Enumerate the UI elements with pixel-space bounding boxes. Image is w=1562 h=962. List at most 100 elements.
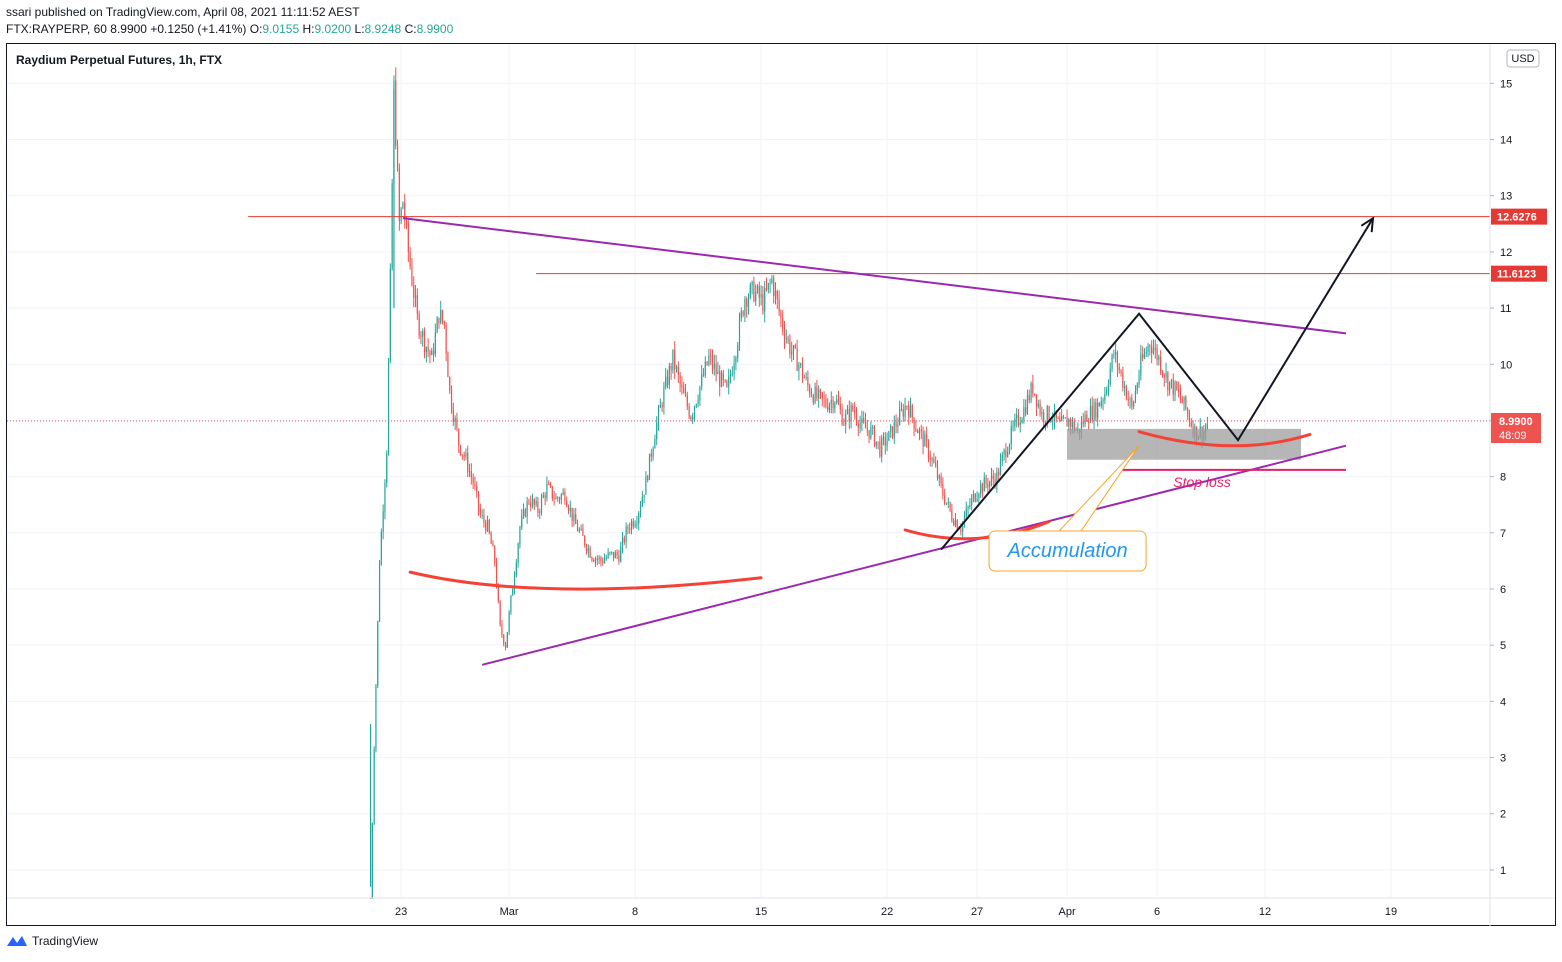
candle-body xyxy=(1073,421,1075,431)
candle-body xyxy=(445,325,447,354)
candle-body xyxy=(476,486,478,492)
candle-body xyxy=(591,557,593,561)
candle-body xyxy=(665,376,667,388)
candle-body xyxy=(859,423,861,429)
grid xyxy=(7,44,1490,898)
candle-body xyxy=(695,404,697,407)
candle-body xyxy=(1145,352,1147,354)
candle-body xyxy=(1118,366,1120,371)
time-tick-label: 19 xyxy=(1385,906,1397,918)
candle-body xyxy=(1017,414,1020,425)
candle-body xyxy=(562,492,564,495)
candle-body xyxy=(1084,414,1086,425)
currency-badge[interactable] xyxy=(1506,49,1540,68)
candle-body xyxy=(683,387,685,394)
candle-body xyxy=(1116,352,1119,367)
candle-body xyxy=(902,409,904,417)
candle-body xyxy=(1185,396,1187,409)
candle-body xyxy=(594,558,597,562)
candle-body xyxy=(643,494,645,498)
candle-body xyxy=(987,483,989,488)
candle-body xyxy=(395,80,397,146)
candle-body xyxy=(387,360,390,454)
last-price-label: 8.9900 xyxy=(1499,416,1533,428)
candle-body xyxy=(468,471,471,473)
chart-frame[interactable] xyxy=(6,43,1556,926)
candle-body xyxy=(870,426,872,439)
time-tick-label: 6 xyxy=(1154,906,1160,918)
candle-body xyxy=(951,510,953,521)
candle-body xyxy=(834,402,836,409)
candle-body xyxy=(875,441,877,446)
candle-body xyxy=(1016,414,1018,419)
candle-body xyxy=(810,394,813,396)
candle-body xyxy=(1064,417,1066,419)
candle-body xyxy=(510,595,512,613)
candle-body xyxy=(465,452,467,457)
candle-body xyxy=(539,511,541,513)
candle-body xyxy=(512,589,514,596)
tradingview-logo-icon xyxy=(7,936,27,946)
candle-body xyxy=(1019,423,1021,425)
candle-body xyxy=(881,438,883,457)
candle-body xyxy=(467,452,469,472)
candle-body xyxy=(981,484,984,492)
candle-body xyxy=(1028,395,1030,401)
candle-body xyxy=(438,317,440,323)
candle-body xyxy=(733,363,735,374)
candle-body xyxy=(1102,400,1104,402)
candle-body xyxy=(1154,347,1156,350)
candle-body xyxy=(522,509,525,516)
tradingview-brand: TradingView xyxy=(32,934,99,948)
candle-body xyxy=(1125,386,1128,400)
candle-body xyxy=(425,347,427,353)
candle-body xyxy=(657,407,660,423)
candle-body xyxy=(888,431,890,441)
candle-body xyxy=(1046,406,1048,423)
candle-body xyxy=(904,406,906,417)
tradingview-logo[interactable]: TradingView xyxy=(6,934,98,948)
candle-body xyxy=(573,514,575,521)
candle-body xyxy=(659,404,661,408)
candle-body xyxy=(755,291,757,302)
candle-body xyxy=(483,515,485,523)
candle-body xyxy=(1070,418,1072,427)
candle-body xyxy=(449,377,451,390)
candle-body xyxy=(900,409,903,411)
candle-body xyxy=(933,458,935,463)
price-tick-label: 11 xyxy=(1500,303,1511,315)
candle-body xyxy=(456,418,458,429)
candle-body xyxy=(618,555,620,562)
candle-body xyxy=(566,501,568,507)
candle-body xyxy=(746,299,748,307)
candle-body xyxy=(983,477,985,492)
candle-body xyxy=(1169,381,1171,391)
candle-body xyxy=(470,471,472,478)
candle-body xyxy=(701,374,703,387)
candle-body xyxy=(942,483,944,496)
candle-body xyxy=(731,373,733,375)
candle-body xyxy=(607,552,609,558)
candle-body xyxy=(620,546,622,562)
candle-body xyxy=(819,389,822,393)
candle-body xyxy=(1055,410,1057,419)
candle-body xyxy=(915,428,917,431)
candle-body xyxy=(1127,399,1129,401)
candle-body xyxy=(459,445,462,455)
candle-body xyxy=(708,355,710,365)
candle-body xyxy=(1115,352,1117,355)
candle-body xyxy=(501,624,503,635)
candle-body xyxy=(769,282,771,284)
candle-body xyxy=(801,363,804,378)
candle-body xyxy=(791,351,793,355)
candle-body xyxy=(639,506,642,513)
candle-body xyxy=(807,377,809,386)
candle-body xyxy=(843,424,845,426)
candle-body xyxy=(443,321,445,326)
candle-body xyxy=(940,475,942,484)
candle-body xyxy=(1190,422,1192,427)
candle-body xyxy=(488,520,490,534)
candle-body xyxy=(1039,403,1041,414)
candle-body xyxy=(582,528,584,536)
